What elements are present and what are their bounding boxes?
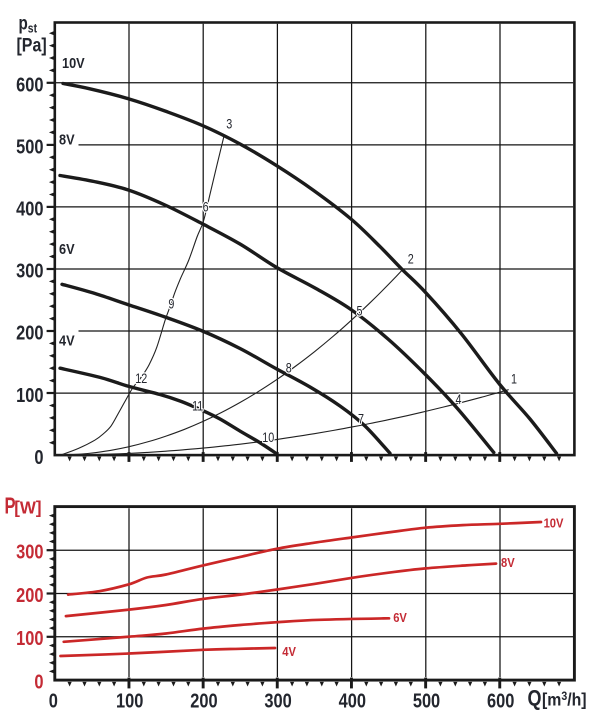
svg-text:0: 0	[34, 670, 43, 693]
svg-text:600: 600	[16, 73, 43, 96]
svg-text:4V: 4V	[59, 333, 75, 349]
svg-text:[m3/h]: [m3/h]	[542, 690, 587, 710]
svg-text:200: 200	[16, 583, 43, 606]
svg-text:400: 400	[339, 689, 366, 712]
svg-text:4V: 4V	[282, 644, 296, 659]
svg-text:10V: 10V	[544, 516, 564, 531]
svg-text:[Pa]: [Pa]	[17, 34, 47, 56]
svg-text:12: 12	[135, 371, 147, 386]
svg-text:2: 2	[408, 251, 414, 266]
svg-text:7: 7	[358, 411, 364, 426]
svg-text:100: 100	[16, 383, 43, 406]
svg-text:[W]: [W]	[14, 497, 41, 517]
svg-text:11: 11	[192, 398, 203, 413]
svg-text:9: 9	[168, 296, 174, 311]
svg-text:300: 300	[264, 689, 291, 712]
svg-text:8: 8	[286, 360, 292, 375]
svg-text:100: 100	[116, 689, 143, 712]
svg-text:600: 600	[487, 689, 514, 712]
svg-text:200: 200	[190, 689, 217, 712]
svg-text:5: 5	[356, 303, 362, 318]
svg-text:400: 400	[16, 197, 43, 220]
svg-text:6: 6	[203, 199, 209, 214]
svg-text:300: 300	[16, 540, 43, 563]
svg-text:st: st	[28, 21, 37, 35]
svg-text:6V: 6V	[393, 610, 407, 625]
svg-text:500: 500	[413, 689, 440, 712]
svg-text:8V: 8V	[501, 555, 515, 570]
svg-text:1: 1	[511, 371, 517, 386]
svg-text:10: 10	[262, 430, 274, 445]
svg-text:Q: Q	[528, 687, 542, 711]
svg-text:3: 3	[226, 116, 232, 131]
svg-text:0: 0	[49, 689, 58, 712]
svg-text:p: p	[19, 12, 28, 34]
svg-text:200: 200	[16, 321, 43, 344]
svg-text:8V: 8V	[59, 132, 75, 148]
svg-text:10V: 10V	[62, 55, 85, 71]
svg-text:6V: 6V	[59, 241, 75, 257]
svg-text:100: 100	[16, 626, 43, 649]
svg-text:P: P	[5, 494, 16, 519]
svg-text:300: 300	[16, 259, 43, 282]
svg-text:0: 0	[34, 445, 43, 468]
svg-text:4: 4	[455, 392, 461, 407]
svg-text:500: 500	[16, 135, 43, 158]
